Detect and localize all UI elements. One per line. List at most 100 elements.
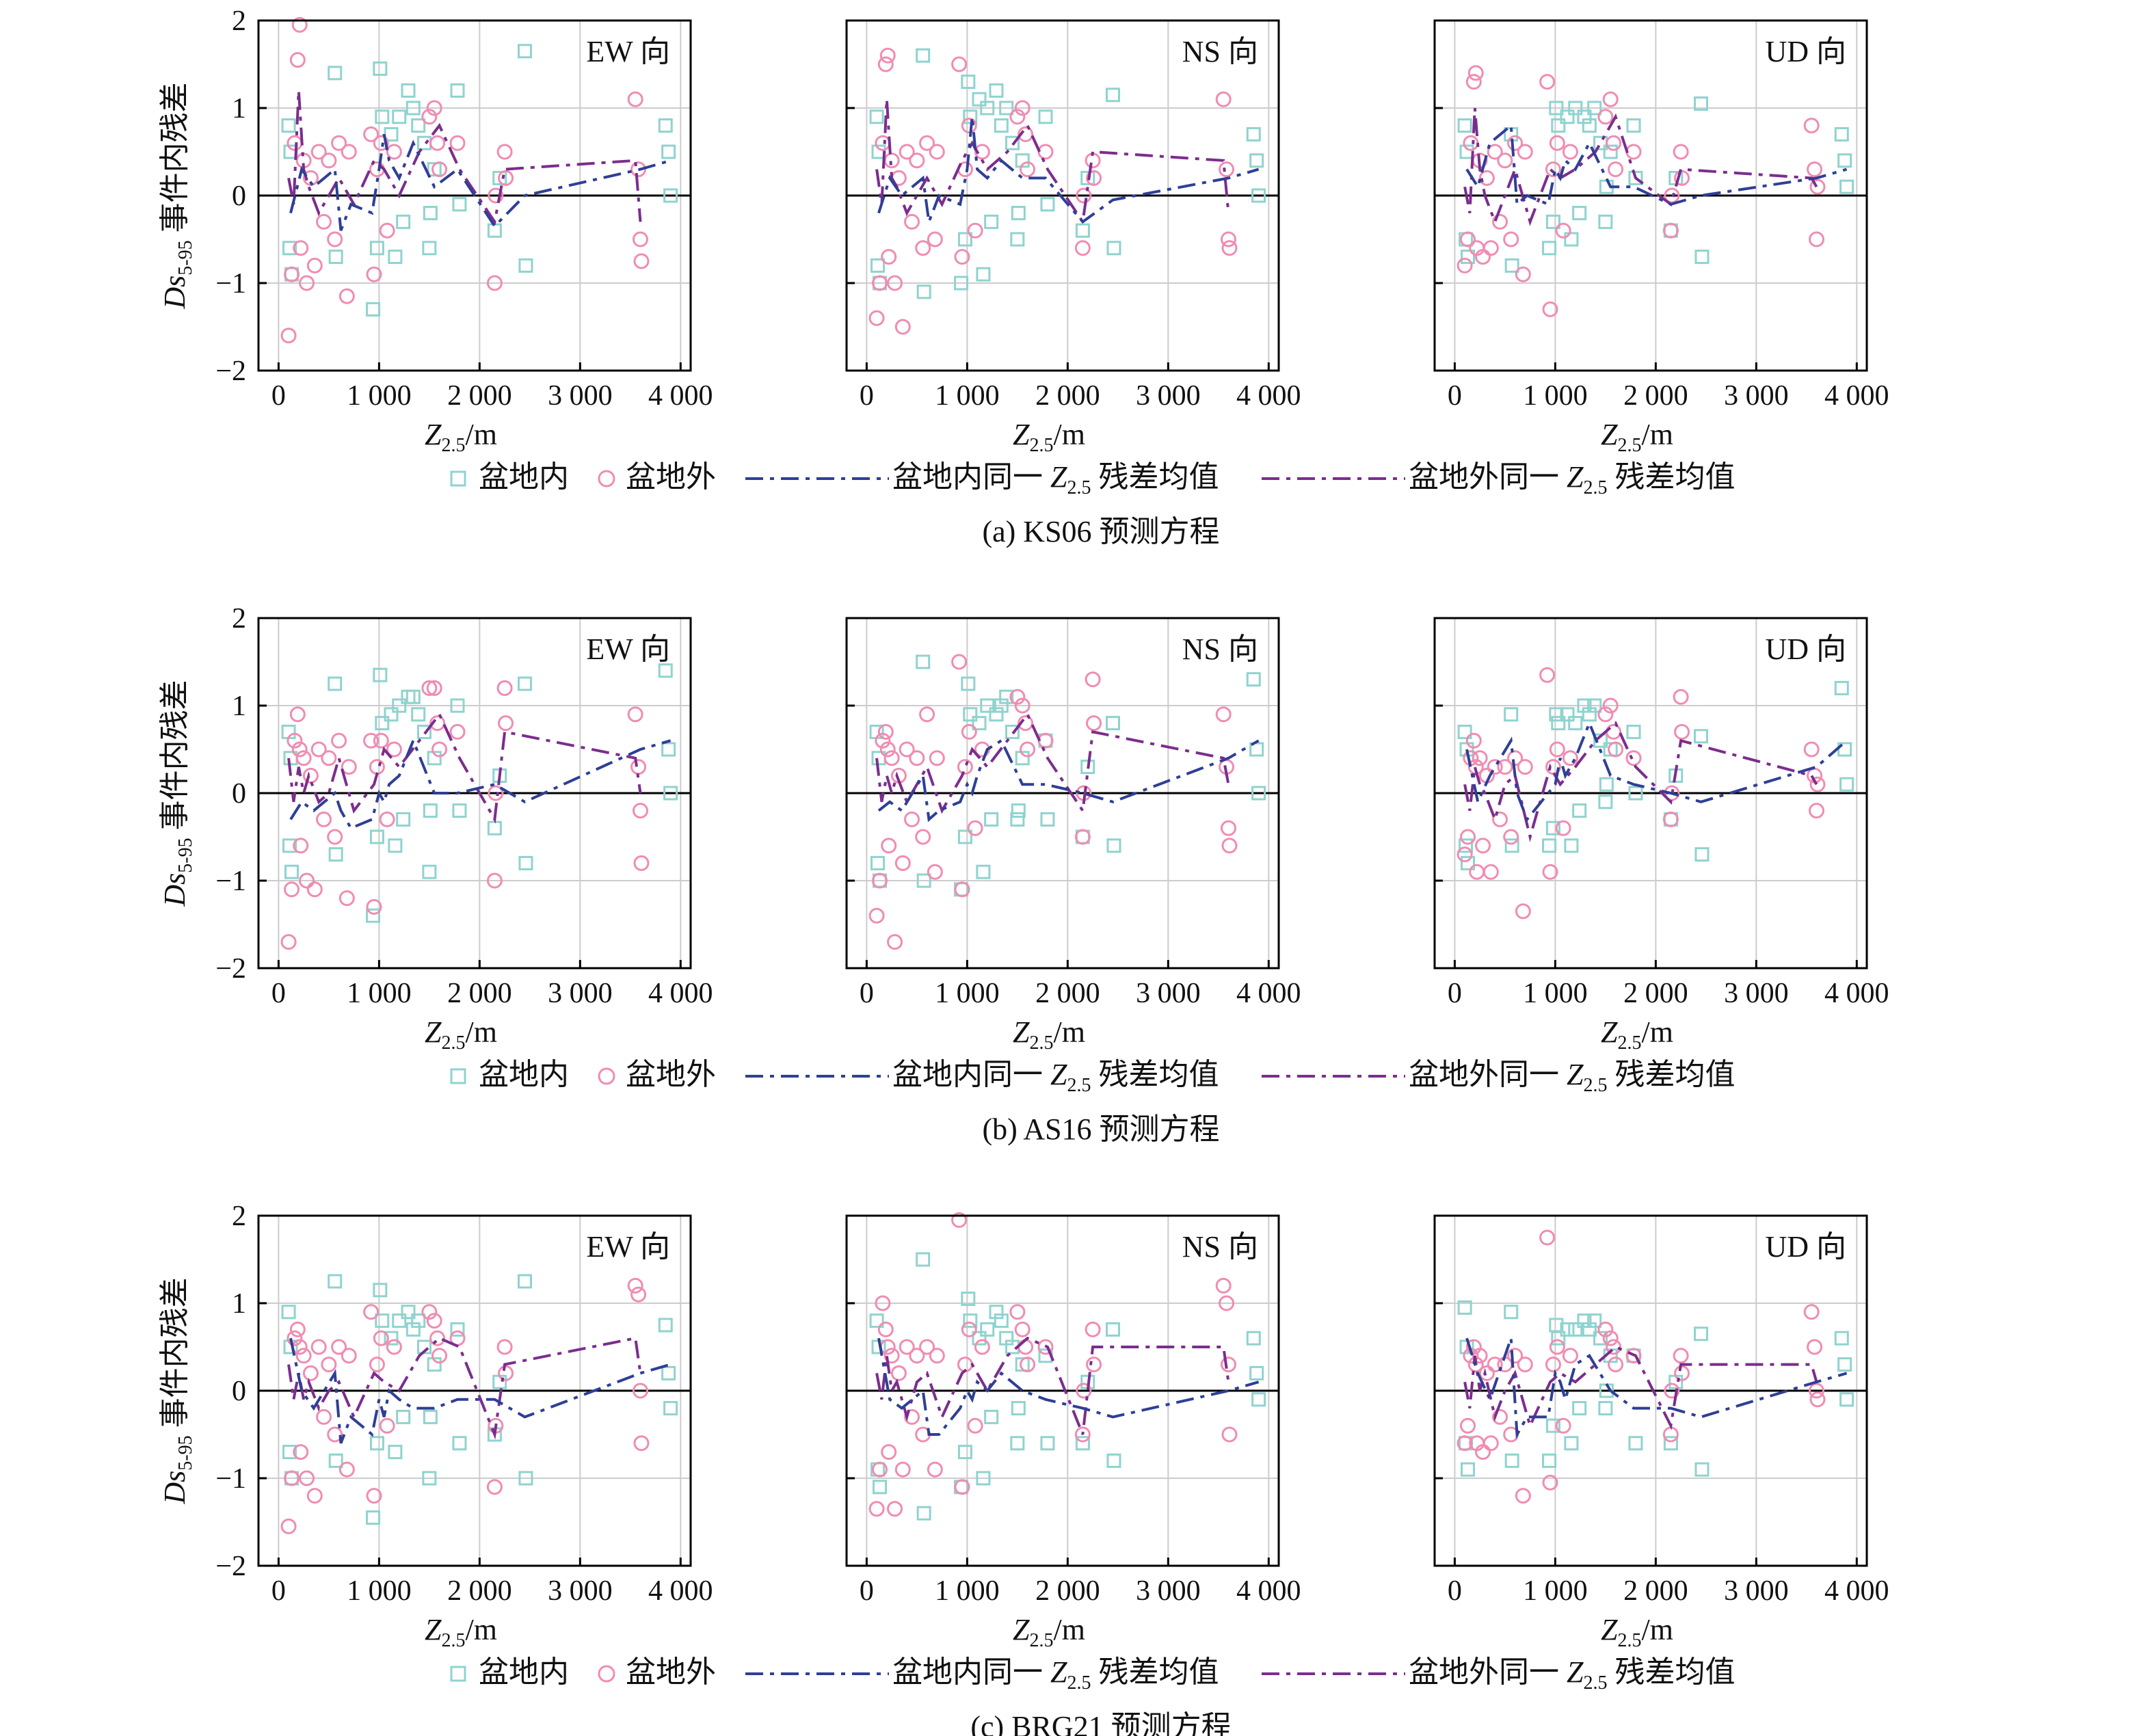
outside-point [421,109,438,125]
outside-point [919,1339,935,1355]
x-tick-label: 3 000 [548,380,613,412]
inside-point [284,864,300,879]
outside-point [379,811,395,827]
outside-point [887,275,903,291]
outside-point [310,741,327,758]
inside-point [452,197,467,212]
outside-point [338,890,355,907]
y-axis-title: Ds5-95 事件内残差 [158,1277,196,1504]
inside-point [373,667,388,682]
inside-point [1040,1436,1055,1451]
inside-point [281,118,296,133]
outside-point [496,680,513,696]
inside-point [1560,109,1575,124]
outside-point [1009,1304,1026,1320]
inside-point [1628,170,1643,185]
inside-point [916,1506,931,1521]
outside-point [919,706,935,723]
inside-point [1577,1313,1592,1328]
outside-point [929,1348,945,1364]
outside-point [363,732,380,749]
inside-point [375,716,390,731]
outside-point [287,732,303,749]
outside-point [1497,759,1513,775]
inside-point [388,1445,403,1460]
outside-point [1503,231,1519,248]
inside-point [1080,170,1095,185]
inside-point [994,698,1009,713]
outside-point [1539,74,1556,90]
y-tick-label: 1 [232,691,246,722]
outside-point [373,1330,389,1346]
inside-point [405,689,421,704]
inside-point [423,1409,438,1424]
legend-circle-icon [598,470,615,488]
x-tick-label: 1 000 [347,380,412,412]
outside-point [1606,135,1622,151]
outside-point [386,1339,402,1355]
outside-point [1809,803,1825,819]
inside-mean-line [877,116,1260,224]
outside-point [1507,135,1524,151]
inside-point [954,276,969,291]
outside-point [291,16,308,33]
outside-mean-line [875,1336,1230,1435]
outside-point [327,1426,343,1443]
outside-point [868,907,885,924]
outside-point [1037,732,1054,749]
outside-point [289,52,306,68]
inside-point [1011,803,1026,818]
outside-mean-line [875,711,1230,815]
inside-point [392,698,407,713]
outside-point [894,855,911,871]
outside-point [1086,715,1102,732]
outside-point [306,1488,323,1504]
panel-direction-label: EW 向 [586,1230,670,1264]
inside-point [1839,777,1854,792]
outside-point [967,222,983,239]
outside-point [1497,152,1513,169]
outside-point [1076,1383,1092,1399]
outside-point [961,118,977,134]
x-tick-label: 2 000 [1623,1575,1688,1607]
inside-point [405,1322,421,1337]
outside-point [1020,741,1036,758]
outside-point [1809,231,1825,248]
outside-point [496,1339,513,1355]
outside-point [951,56,968,72]
outside-point [1219,161,1235,178]
x-tick-label: 1 000 [935,1575,1000,1607]
outside-point [1475,838,1491,854]
panel-direction-label: NS 向 [1182,1230,1258,1264]
outside-point [630,1286,647,1303]
outside-point [1018,126,1034,142]
inside-point [658,1318,673,1333]
outside-point [449,135,466,151]
inside-point [1568,1322,1583,1337]
outside-point [627,1277,643,1294]
inside-point [328,1453,343,1468]
outside-point [386,741,402,758]
x-tick-label: 1 000 [347,1575,412,1607]
outside-point [1662,1426,1679,1443]
inside-point [1545,214,1560,229]
inside-mean-line [289,1337,672,1444]
outside-point [909,1348,925,1364]
inside-point [1015,751,1030,766]
inside-point [980,101,995,116]
outside-point [1219,1295,1235,1311]
outside-point [1085,671,1101,688]
outside-point [1542,864,1558,880]
inside-point [1564,232,1579,247]
outside-point [287,1330,303,1346]
outside-point [1215,706,1232,723]
outside-point [1562,750,1578,766]
inside-point [422,864,437,879]
x-tick-label: 1 000 [1523,978,1588,1009]
inside-point [450,1322,465,1337]
inside-point [1564,838,1579,853]
outside-point [284,881,300,898]
legend-label-outside-mean: 盆地外同一 Z2.5 残差均值 [1409,1655,1735,1694]
chart-row-1: 0 1 000 2 000 3 000 4 000 −2 −1 0 1 2 EW 向 Z2.5/m 0 1… [158,5,1889,548]
inside-point [1551,1331,1566,1346]
